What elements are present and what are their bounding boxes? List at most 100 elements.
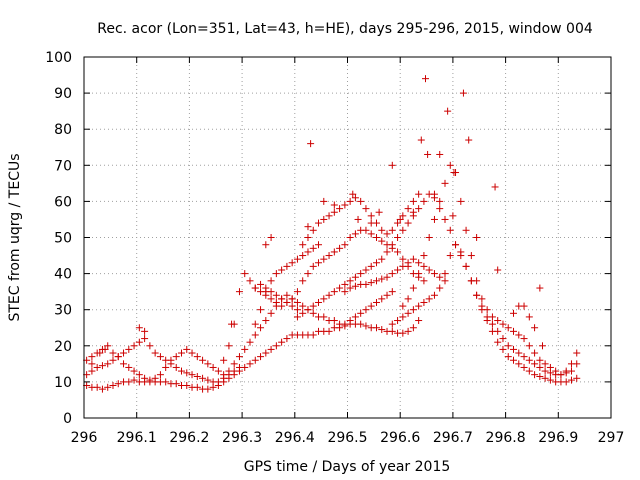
data-point bbox=[462, 262, 470, 270]
data-point bbox=[399, 212, 407, 220]
y-tick-label: 80 bbox=[54, 122, 72, 138]
data-point bbox=[388, 270, 396, 278]
data-point bbox=[267, 295, 275, 303]
data-point bbox=[204, 376, 212, 384]
data-point bbox=[315, 241, 323, 249]
data-point bbox=[510, 356, 518, 364]
data-point bbox=[383, 273, 391, 281]
data-point bbox=[546, 376, 554, 384]
data-point bbox=[525, 313, 533, 321]
data-point bbox=[525, 356, 533, 364]
y-tick-label: 30 bbox=[54, 303, 72, 319]
data-point bbox=[330, 317, 338, 325]
data-point bbox=[420, 298, 428, 306]
data-point bbox=[177, 367, 185, 375]
data-point bbox=[388, 241, 396, 249]
data-point bbox=[399, 226, 407, 234]
data-point bbox=[156, 353, 164, 361]
data-point bbox=[214, 378, 222, 386]
data-point bbox=[299, 302, 307, 310]
data-point bbox=[567, 376, 575, 384]
data-point bbox=[304, 223, 312, 231]
data-point bbox=[120, 349, 128, 357]
data-point bbox=[351, 273, 359, 281]
data-point bbox=[272, 298, 280, 306]
data-point bbox=[467, 252, 475, 260]
data-point bbox=[246, 360, 254, 368]
x-tick-label: 296.8 bbox=[486, 430, 526, 446]
data-point bbox=[267, 277, 275, 285]
data-point bbox=[394, 219, 402, 227]
data-point bbox=[288, 295, 296, 303]
data-point bbox=[262, 349, 270, 357]
data-point bbox=[109, 349, 117, 357]
data-point bbox=[494, 317, 502, 325]
data-point bbox=[520, 335, 528, 343]
x-tick-label: 297 bbox=[598, 430, 625, 446]
data-point bbox=[396, 215, 404, 223]
data-point bbox=[251, 331, 259, 339]
data-point bbox=[199, 356, 207, 364]
data-point bbox=[515, 360, 523, 368]
data-point bbox=[478, 302, 486, 310]
data-point bbox=[520, 353, 528, 361]
data-point bbox=[101, 345, 109, 353]
data-point bbox=[130, 342, 138, 350]
data-point bbox=[446, 226, 454, 234]
data-point bbox=[135, 338, 143, 346]
data-point bbox=[162, 378, 170, 386]
data-point bbox=[93, 383, 101, 391]
data-point bbox=[531, 349, 539, 357]
data-point bbox=[372, 324, 380, 332]
data-point bbox=[430, 291, 438, 299]
data-point bbox=[320, 255, 328, 263]
data-point bbox=[494, 338, 502, 346]
data-point bbox=[404, 309, 412, 317]
data-point bbox=[346, 277, 354, 285]
data-point bbox=[172, 380, 180, 388]
data-point bbox=[375, 208, 383, 216]
data-point bbox=[146, 378, 154, 386]
data-point bbox=[109, 382, 117, 390]
data-point bbox=[267, 345, 275, 353]
data-point bbox=[341, 241, 349, 249]
data-point bbox=[415, 190, 423, 198]
data-point bbox=[531, 324, 539, 332]
data-point bbox=[304, 248, 312, 256]
data-point bbox=[409, 255, 417, 263]
data-point bbox=[257, 324, 265, 332]
data-point bbox=[251, 356, 259, 364]
data-point bbox=[536, 372, 544, 380]
data-point bbox=[415, 302, 423, 310]
data-point bbox=[193, 383, 201, 391]
data-point bbox=[88, 353, 96, 361]
data-point bbox=[235, 353, 243, 361]
data-point bbox=[267, 288, 275, 296]
data-point bbox=[325, 291, 333, 299]
data-point bbox=[436, 197, 444, 205]
data-point bbox=[552, 367, 560, 375]
data-point bbox=[409, 324, 417, 332]
data-point bbox=[241, 270, 249, 278]
data-point bbox=[336, 244, 344, 252]
data-point bbox=[341, 288, 349, 296]
x-tick-label: 296.6 bbox=[380, 430, 420, 446]
data-point bbox=[309, 302, 317, 310]
data-point bbox=[557, 371, 565, 379]
series-track-11 bbox=[251, 280, 301, 314]
series-track-8 bbox=[299, 190, 423, 249]
data-point bbox=[473, 277, 481, 285]
data-point bbox=[531, 360, 539, 368]
data-point bbox=[293, 288, 301, 296]
data-point bbox=[257, 353, 265, 361]
data-point bbox=[536, 363, 544, 371]
data-point bbox=[351, 194, 359, 202]
data-point bbox=[409, 306, 417, 314]
axis-ticks bbox=[83, 56, 612, 419]
data-point bbox=[315, 298, 323, 306]
data-point bbox=[446, 252, 454, 260]
data-point bbox=[278, 338, 286, 346]
y-tick-label: 0 bbox=[63, 411, 72, 427]
x-tick-label: 296.9 bbox=[538, 430, 578, 446]
